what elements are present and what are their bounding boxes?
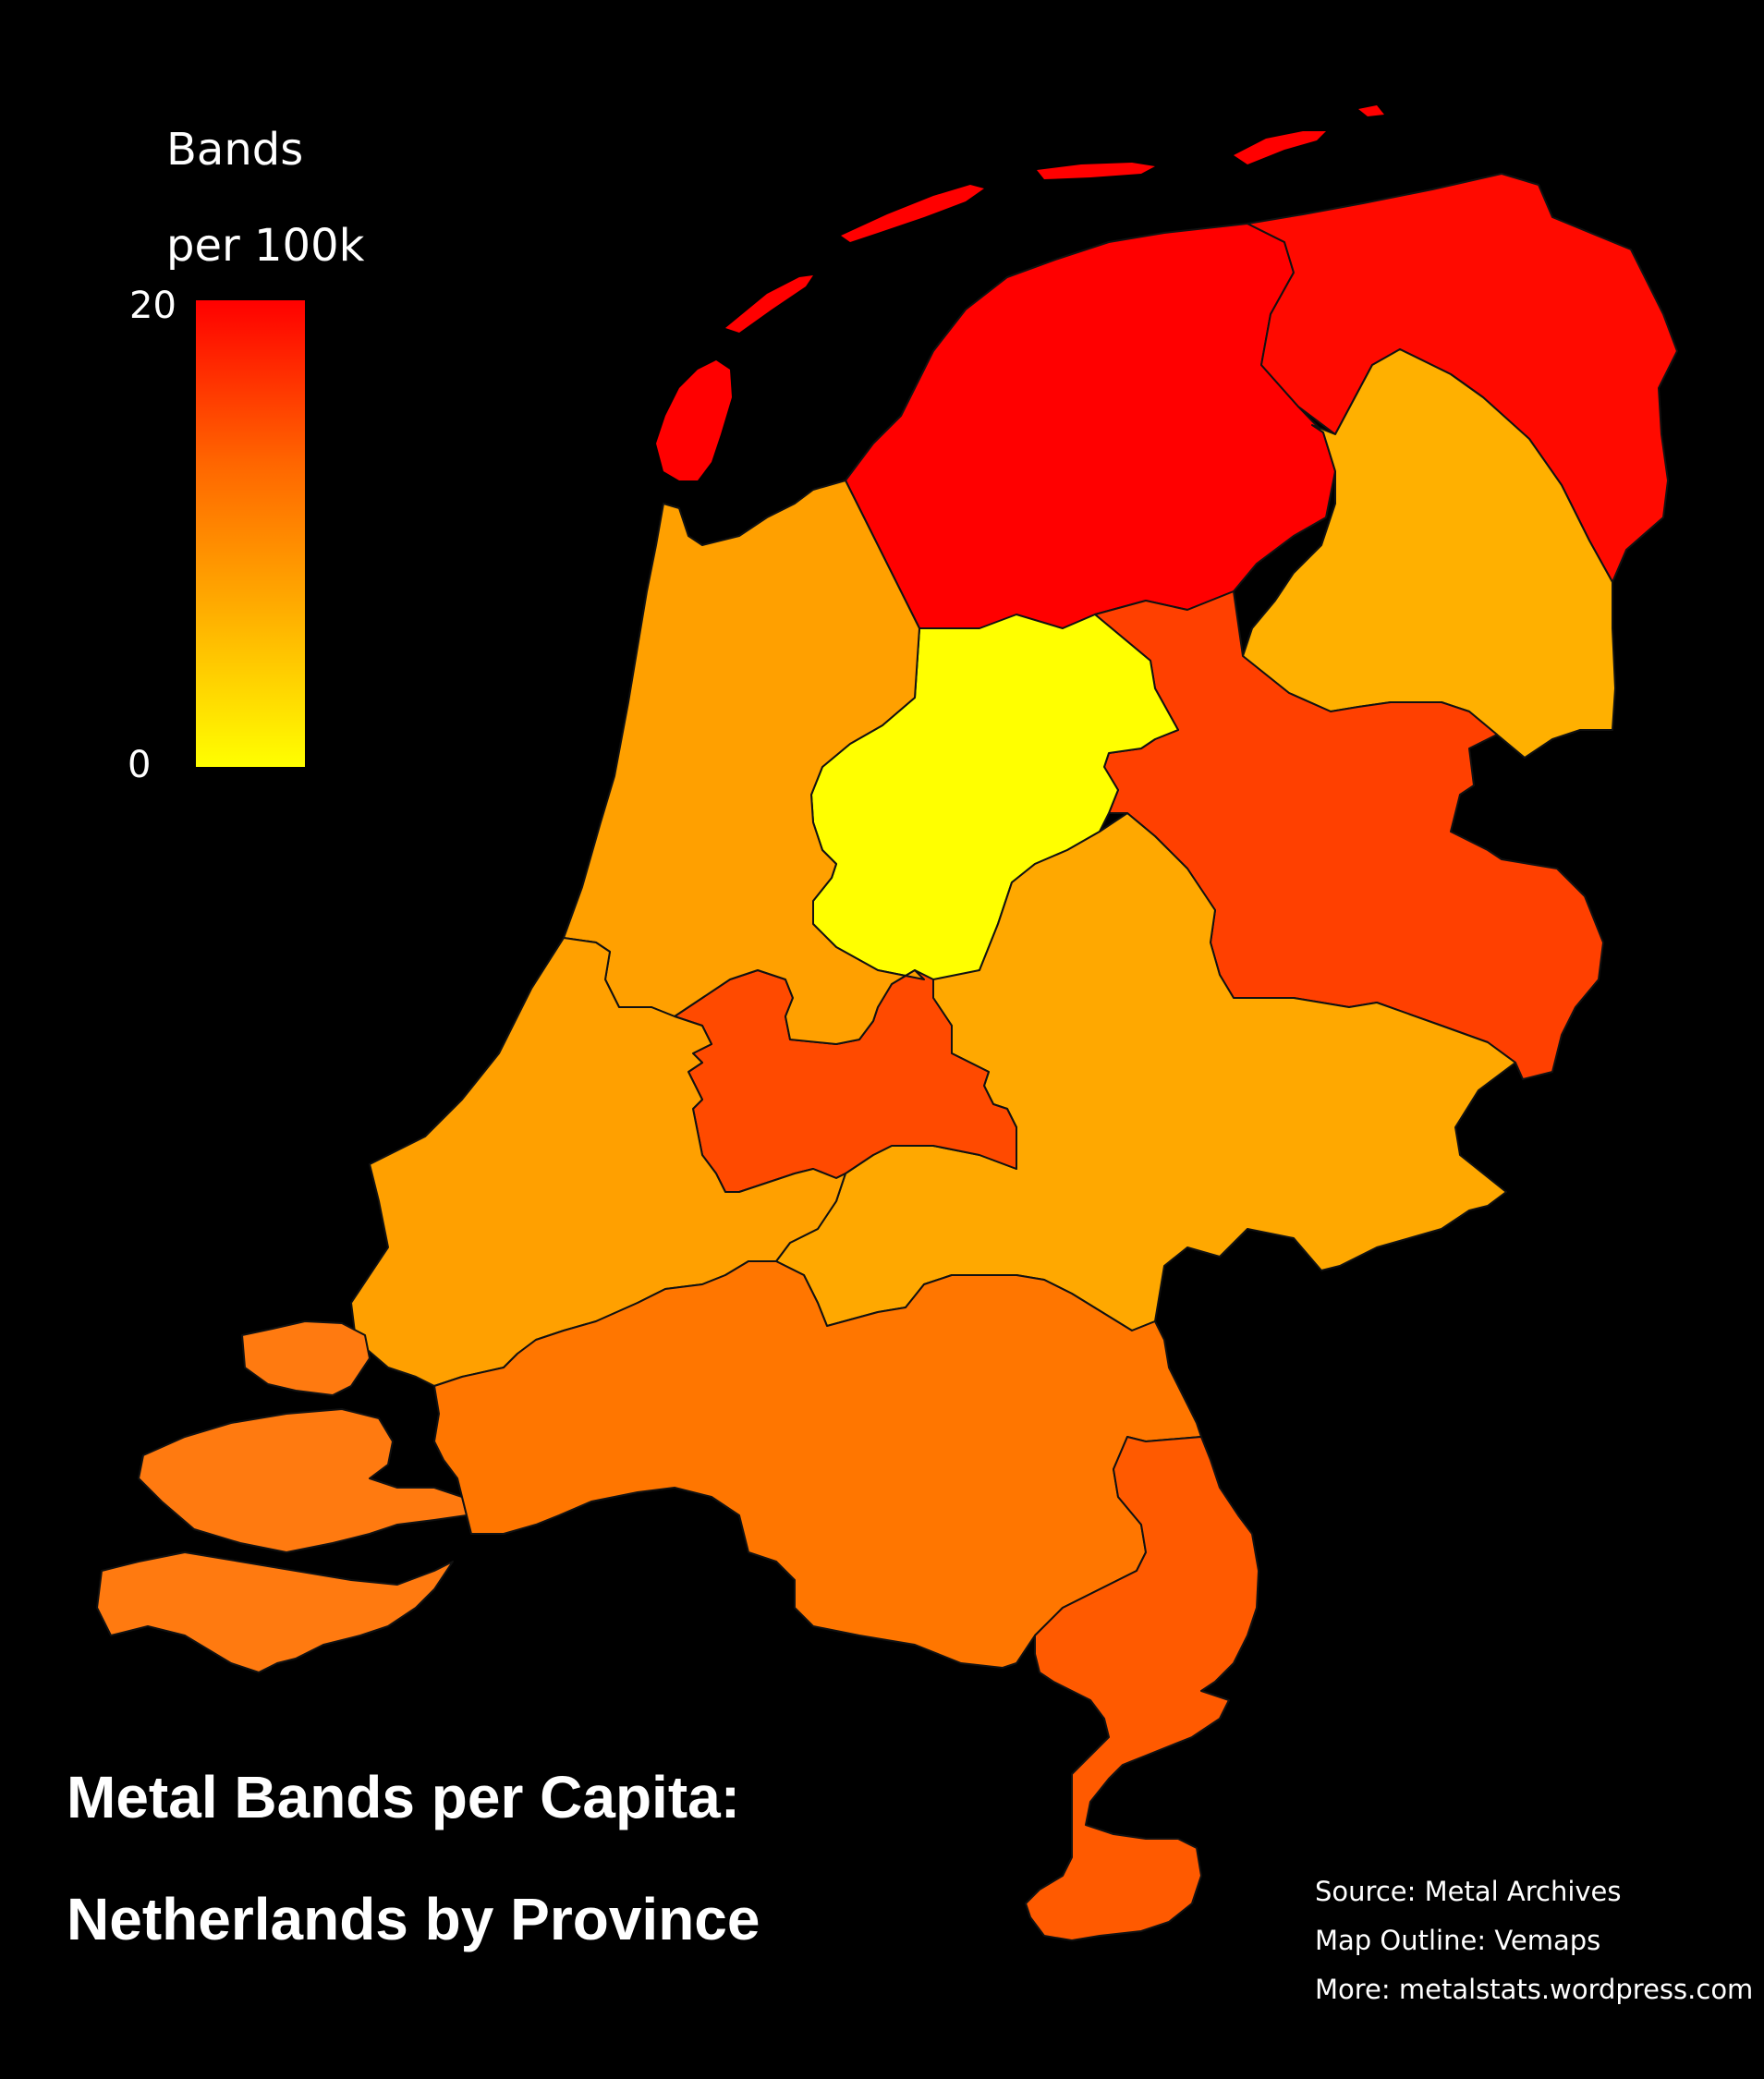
province-drenthe	[1242, 348, 1616, 759]
provinces	[96, 173, 1678, 1941]
province-friesland	[845, 223, 1336, 629]
island-schiermonnikoog	[1234, 131, 1326, 164]
island-ameland	[1037, 163, 1155, 179]
island-texel	[656, 360, 732, 480]
province-limburg	[1025, 1436, 1259, 1941]
island-terschelling	[841, 185, 984, 242]
map-title-line2: Netherlands by Province	[67, 1886, 760, 1952]
province-zeeland-north	[241, 1320, 371, 1396]
map-title-line1: Metal Bands per Capita:	[67, 1764, 741, 1830]
credit-map-outline: Map Outline: Vemaps	[1315, 1925, 1601, 1956]
island-rottumeroog	[1358, 105, 1384, 116]
legend-color-bar	[196, 300, 305, 767]
legend-title-line1: Bands	[166, 124, 304, 176]
province-zeeland-middle	[138, 1408, 468, 1553]
legend-max-label: 20	[129, 285, 176, 327]
credit-source: Source: Metal Archives	[1315, 1876, 1622, 1907]
province-zuid-holland	[350, 937, 846, 1387]
wadden-islands	[656, 105, 1384, 480]
legend-title-line2: per 100k	[166, 220, 365, 272]
credit-more-link: More: metalstats.wordpress.com	[1315, 1974, 1754, 2005]
island-vlieland	[725, 275, 813, 333]
legend-min-label: 0	[128, 744, 152, 786]
province-zeeland-flanders	[96, 1551, 454, 1673]
province-groningen	[1247, 173, 1678, 583]
